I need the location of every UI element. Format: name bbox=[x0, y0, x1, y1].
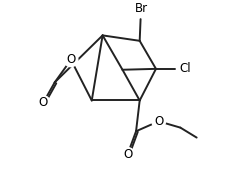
Text: Cl: Cl bbox=[180, 62, 191, 75]
Text: O: O bbox=[66, 53, 76, 66]
Circle shape bbox=[64, 53, 78, 67]
Text: O: O bbox=[154, 115, 163, 128]
Circle shape bbox=[121, 148, 135, 161]
Text: O: O bbox=[123, 148, 132, 161]
Text: Br: Br bbox=[135, 2, 148, 15]
Text: O: O bbox=[39, 96, 48, 109]
Circle shape bbox=[152, 114, 166, 128]
Circle shape bbox=[37, 96, 50, 110]
